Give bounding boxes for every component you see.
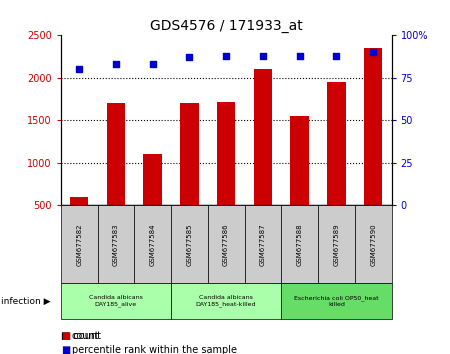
Point	[149, 62, 156, 67]
Text: GSM677590: GSM677590	[370, 223, 376, 266]
Bar	[290, 116, 309, 205]
Text: GSM677587: GSM677587	[260, 223, 266, 266]
Bar	[70, 197, 88, 205]
Point	[259, 53, 266, 59]
Bar	[254, 69, 272, 205]
Bar	[364, 48, 382, 205]
Text: ■: ■	[61, 346, 70, 354]
Point	[333, 53, 340, 59]
Point	[222, 53, 230, 59]
Bar	[107, 103, 125, 205]
Text: Escherichia coli OP50_heat
killed: Escherichia coli OP50_heat killed	[294, 295, 379, 307]
Point	[296, 53, 303, 59]
Bar	[144, 154, 162, 205]
Text: GSM677584: GSM677584	[149, 223, 156, 266]
Text: GSM677585: GSM677585	[186, 223, 193, 266]
Text: GSM677589: GSM677589	[333, 223, 339, 266]
Bar	[327, 82, 346, 205]
Point	[112, 62, 120, 67]
Title: GDS4576 / 171933_at: GDS4576 / 171933_at	[150, 19, 302, 33]
Point	[369, 50, 377, 55]
Text: count: count	[72, 331, 99, 341]
Text: GSM677583: GSM677583	[113, 223, 119, 266]
Text: GSM677586: GSM677586	[223, 223, 229, 266]
Bar	[180, 103, 198, 205]
Point	[186, 55, 193, 60]
Point	[76, 67, 83, 72]
Text: ■: ■	[61, 331, 70, 341]
Text: Candida albicans
DAY185_heat-killed: Candida albicans DAY185_heat-killed	[196, 295, 256, 307]
Text: GSM677582: GSM677582	[76, 223, 82, 266]
Text: Candida albicans
DAY185_alive: Candida albicans DAY185_alive	[89, 295, 143, 307]
Text: infection ▶: infection ▶	[1, 296, 50, 306]
Text: GSM677588: GSM677588	[297, 223, 302, 266]
Text: percentile rank within the sample: percentile rank within the sample	[72, 346, 237, 354]
Text: ■ count: ■ count	[61, 331, 101, 341]
Bar	[217, 102, 235, 205]
